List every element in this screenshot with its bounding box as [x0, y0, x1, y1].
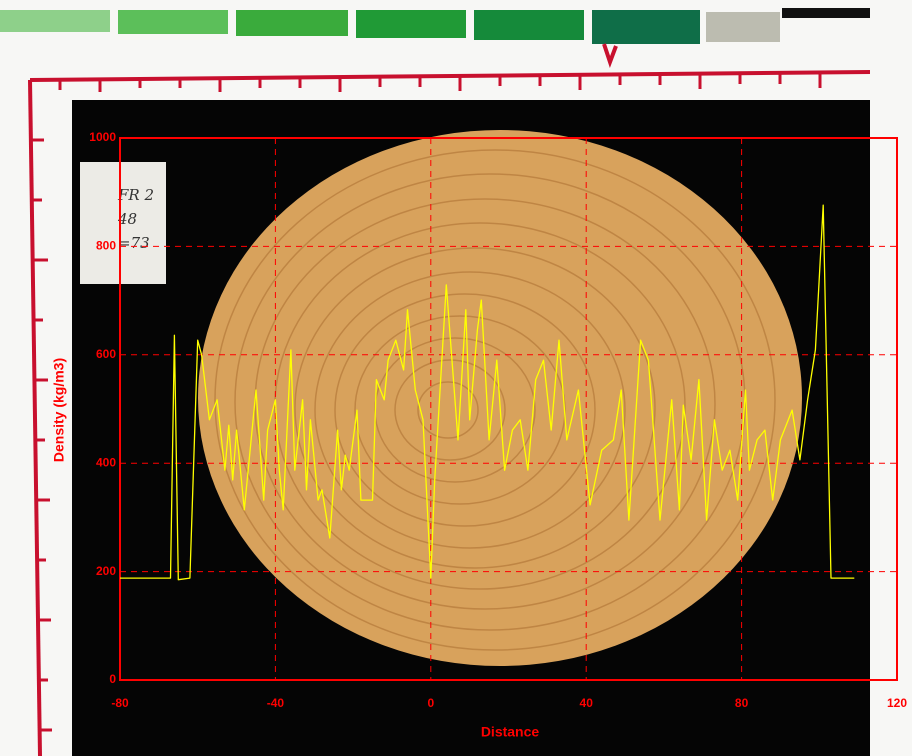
- y-tick-label: 0: [109, 672, 116, 686]
- x-tick-label: -40: [267, 696, 285, 710]
- sample-label: =73: [118, 234, 150, 252]
- x-axis-title: Distance: [481, 724, 540, 740]
- y-tick-label: 600: [96, 347, 116, 361]
- x-tick-label: 80: [735, 696, 749, 710]
- x-tick-label: 0: [427, 696, 434, 710]
- y-tick-label: 800: [96, 239, 116, 253]
- density-line: [120, 204, 855, 581]
- y-axis-title: Density (kg/m3): [51, 358, 67, 462]
- x-tick-label: -80: [111, 696, 129, 710]
- x-tick-label: 120: [887, 696, 907, 710]
- y-tick-label: 1000: [89, 130, 116, 144]
- sample-label: 48: [117, 210, 137, 228]
- y-tick-label: 400: [96, 455, 116, 469]
- y-tick-label: 200: [96, 564, 116, 578]
- plot-frame: [119, 137, 898, 681]
- sample-label: FR 2: [117, 186, 154, 204]
- x-tick-label: 40: [580, 696, 594, 710]
